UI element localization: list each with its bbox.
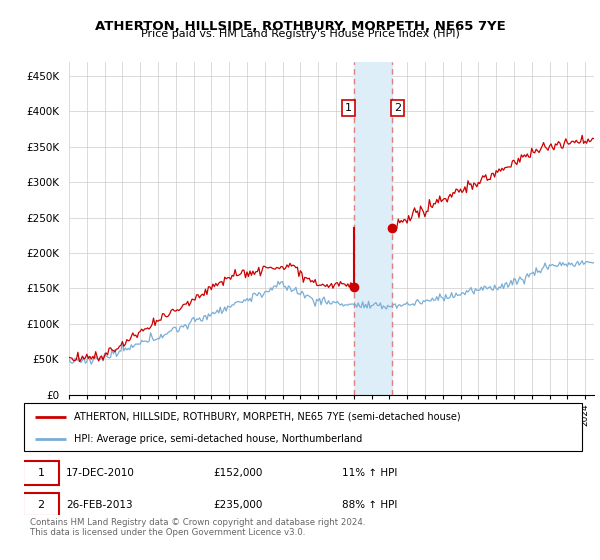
Text: Contains HM Land Registry data © Crown copyright and database right 2024.
This d: Contains HM Land Registry data © Crown c… [30,518,365,538]
Text: 1: 1 [345,103,352,113]
Text: 88% ↑ HPI: 88% ↑ HPI [342,500,397,510]
Text: 2: 2 [37,500,44,510]
Text: HPI: Average price, semi-detached house, Northumberland: HPI: Average price, semi-detached house,… [74,434,362,444]
Text: ATHERTON, HILLSIDE, ROTHBURY, MORPETH, NE65 7YE: ATHERTON, HILLSIDE, ROTHBURY, MORPETH, N… [95,20,505,32]
FancyBboxPatch shape [23,493,59,516]
Text: 17-DEC-2010: 17-DEC-2010 [66,468,135,478]
Text: 1: 1 [38,468,44,478]
Text: Price paid vs. HM Land Registry's House Price Index (HPI): Price paid vs. HM Land Registry's House … [140,29,460,39]
Text: 2: 2 [394,103,401,113]
FancyBboxPatch shape [23,461,59,484]
Text: ATHERTON, HILLSIDE, ROTHBURY, MORPETH, NE65 7YE (semi-detached house): ATHERTON, HILLSIDE, ROTHBURY, MORPETH, N… [74,412,461,422]
Text: £235,000: £235,000 [214,500,263,510]
Text: 11% ↑ HPI: 11% ↑ HPI [342,468,397,478]
Text: £152,000: £152,000 [214,468,263,478]
Text: 26-FEB-2013: 26-FEB-2013 [66,500,133,510]
Bar [354,62,392,395]
